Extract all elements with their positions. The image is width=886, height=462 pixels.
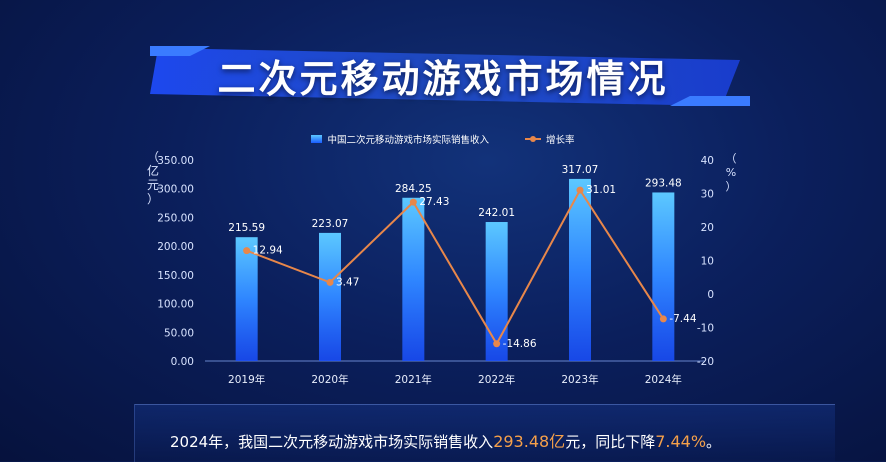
legend-line-swatch xyxy=(525,136,541,142)
summary-suffix: 。 xyxy=(706,433,722,451)
summary-text: 2024年，我国二次元移动游戏市场实际销售收入293.48亿元，同比下降7.44… xyxy=(170,428,721,452)
revenue-bar xyxy=(652,192,675,361)
growth-data-label: -14.86 xyxy=(503,338,537,350)
left-axis-tick-label: 150.00 xyxy=(157,270,194,282)
left-axis-tick-label: 250.00 xyxy=(157,212,194,224)
right-axis-tick-label: 40 xyxy=(701,155,714,167)
legend-item-revenue: 中国二次元移动游戏市场实际销售收入 xyxy=(311,132,489,146)
right-axis-tick-label: 10 xyxy=(701,256,714,268)
growth-point xyxy=(243,247,251,255)
page-title: 二次元移动游戏市场情况 xyxy=(217,57,669,101)
summary-prefix: 2024年，我国二次元移动游戏市场实际销售收入 xyxy=(170,433,494,451)
left-axis-unit: （亿元） xyxy=(146,150,159,206)
revenue-data-label: 284.25 xyxy=(395,183,432,195)
legend-label-growth: 增长率 xyxy=(546,135,575,146)
x-axis-tick-label: 2023年 xyxy=(561,373,598,386)
title-banner xyxy=(150,46,750,106)
left-axis-tick-label: 350.00 xyxy=(157,155,194,167)
revenue-bar xyxy=(402,197,425,361)
growth-point xyxy=(326,278,334,286)
revenue-data-label: 242.01 xyxy=(478,207,515,219)
right-axis-tick-label: -10 xyxy=(697,323,714,335)
x-axis-tick-label: 2020年 xyxy=(311,373,348,386)
growth-data-label: 3.47 xyxy=(336,276,359,288)
revenue-data-label: 215.59 xyxy=(228,222,265,234)
summary-revenue-value: 293.48亿 xyxy=(493,432,566,451)
growth-line xyxy=(246,188,665,346)
right-axis-unit: （%） xyxy=(725,152,737,193)
right-axis-tick-label: -20 xyxy=(697,356,714,368)
left-axis-tick-label: 300.00 xyxy=(157,184,194,196)
revenue-data-label: 293.48 xyxy=(645,177,682,189)
growth-point xyxy=(659,315,667,323)
legend-bar-swatch xyxy=(311,135,323,143)
legend-item-growth: 增长率 xyxy=(525,132,575,146)
summary-mid: 元，同比下降 xyxy=(565,433,656,451)
summary-box xyxy=(134,404,835,462)
x-axis-tick-label: 2021年 xyxy=(395,373,432,386)
x-axis-tick-label: 2022年 xyxy=(478,373,515,386)
right-axis-tick-label: 20 xyxy=(701,222,714,234)
growth-point xyxy=(409,198,417,206)
left-axis-tick-label: 200.00 xyxy=(157,241,194,253)
growth-data-label: 27.43 xyxy=(419,196,449,208)
growth-point xyxy=(576,186,584,194)
left-axis-tick-label: 0.00 xyxy=(171,356,194,368)
left-axis-tick-label: 100.00 xyxy=(157,299,194,311)
summary-decline-value: 7.44% xyxy=(655,432,707,451)
revenue-bar xyxy=(485,222,508,361)
revenue-bar xyxy=(235,237,258,361)
growth-point xyxy=(493,340,501,348)
growth-data-label: -7.44 xyxy=(669,313,696,325)
x-axis-tick-label: 2019年 xyxy=(228,373,265,386)
right-axis-tick-label: 30 xyxy=(701,189,714,201)
legend-label-revenue: 中国二次元移动游戏市场实际销售收入 xyxy=(327,135,489,146)
growth-data-label: 31.01 xyxy=(586,184,616,196)
right-axis-tick-label: 0 xyxy=(707,289,714,301)
revenue-bar xyxy=(569,178,591,361)
revenue-bar xyxy=(319,232,341,361)
left-axis-tick-label: 50.00 xyxy=(164,327,194,339)
chart-legend: 中国二次元移动游戏市场实际销售收入 增长率 xyxy=(0,132,886,146)
revenue-data-label: 223.07 xyxy=(312,218,349,230)
growth-data-label: 12.94 xyxy=(253,245,283,257)
x-axis-tick-label: 2024年 xyxy=(645,373,682,386)
revenue-data-label: 317.07 xyxy=(562,164,599,176)
